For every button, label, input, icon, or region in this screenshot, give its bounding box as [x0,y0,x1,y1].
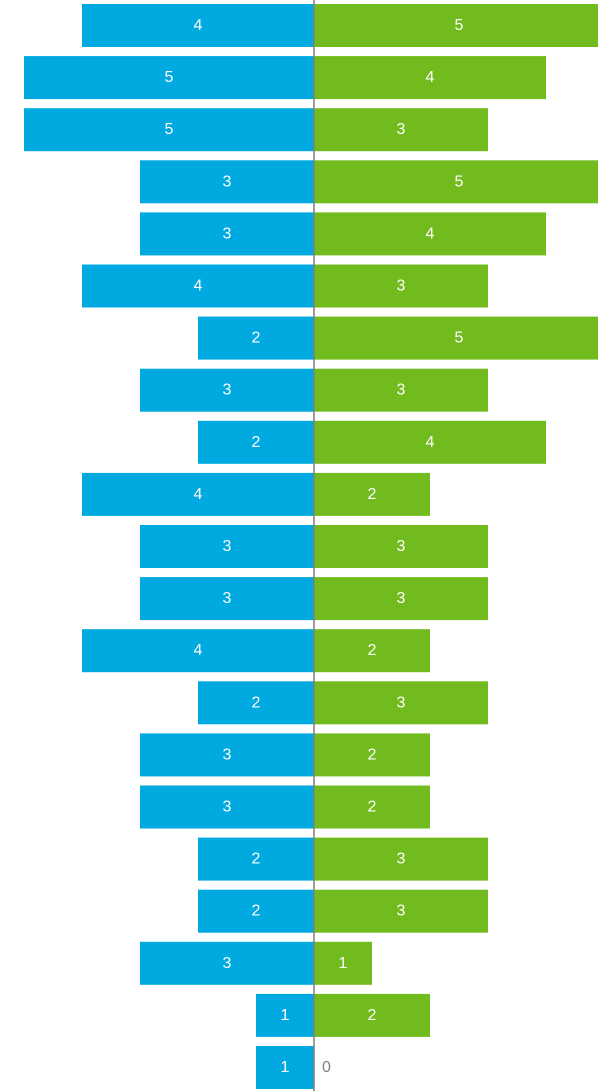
right-bar-label-2: 4 [426,69,435,86]
left-bar-12 [140,577,314,621]
right-bar-label-8: 3 [397,382,406,399]
left-bar-label-19: 3 [223,955,232,972]
right-bar-label-18: 3 [397,903,406,920]
right-bar-label-21: 0 [322,1059,331,1076]
left-bar-5 [140,212,314,256]
left-bar-7 [198,316,314,360]
left-bar-label-9: 2 [252,434,261,451]
left-bar-18 [198,889,314,933]
left-bar-11 [140,525,314,568]
right-bar-label-3: 3 [397,121,406,138]
right-bar-11 [314,525,488,568]
left-bar-10 [82,472,314,516]
right-bar-12 [314,577,488,621]
left-bar-17 [198,837,314,881]
left-bar-label-1: 4 [194,17,203,34]
left-bar-13 [82,629,314,673]
right-bar-1 [314,4,598,47]
right-bar-label-19: 1 [339,955,348,972]
right-bar-label-14: 3 [397,694,406,711]
left-bar-label-14: 2 [252,694,261,711]
left-bar-16 [140,785,314,829]
right-bar-label-1: 5 [455,17,464,34]
right-bar-20 [314,993,430,1037]
left-bar-label-6: 4 [194,278,203,295]
left-bar-4 [140,160,314,204]
left-bar-label-15: 3 [223,746,232,763]
left-bar-9 [198,420,314,464]
right-bar-15 [314,733,430,777]
left-bar-label-18: 2 [252,903,261,920]
left-series-bars [24,4,314,1089]
right-bar-4 [314,160,598,204]
left-bar-15 [140,733,314,777]
right-bar-3 [314,108,488,152]
left-bar-label-8: 3 [223,382,232,399]
left-bar-14 [198,681,314,725]
right-bar-8 [314,368,488,412]
right-bar-label-6: 3 [397,278,406,295]
left-bar-label-5: 3 [223,225,232,242]
left-bar-3 [24,108,314,152]
right-bar-6 [314,264,488,308]
right-bar-label-4: 5 [455,173,464,190]
right-bar-label-9: 4 [426,434,435,451]
left-bar-19 [140,941,314,985]
right-bar-label-10: 2 [368,486,377,503]
right-bar-13 [314,629,430,673]
right-bar-5 [314,212,546,256]
right-bar-10 [314,472,430,516]
left-bar-label-10: 4 [194,486,203,503]
left-bar-label-16: 3 [223,799,232,816]
left-bar-6 [82,264,314,308]
right-bar-16 [314,785,430,829]
right-bar-label-20: 2 [368,1007,377,1024]
left-bar-label-3: 5 [165,121,174,138]
left-bar-label-11: 3 [223,538,232,555]
right-bar-label-5: 4 [426,225,435,242]
left-bar-1 [82,4,314,47]
right-bar-label-7: 5 [455,330,464,347]
left-bar-label-13: 4 [194,642,203,659]
left-bar-label-4: 3 [223,173,232,190]
right-bar-label-12: 3 [397,590,406,607]
left-bar-label-20: 1 [281,1007,290,1024]
left-bar-20 [256,993,314,1037]
right-bar-14 [314,681,488,725]
right-bar-label-16: 2 [368,799,377,816]
right-bar-7 [314,316,598,360]
right-bar-17 [314,837,488,881]
right-bar-18 [314,889,488,933]
right-bar-label-17: 3 [397,851,406,868]
right-bar-label-15: 2 [368,746,377,763]
data-labels: 4 5 5 4 5 3 3 5 3 4 4 3 2 5 3 3 2 4 4 2 3 3 3 3 4 2 2 3 3 2 3 2 2 3 2 3 3 1 1 2… [165,17,464,1076]
right-bar-19 [314,941,372,985]
left-bar-label-12: 3 [223,590,232,607]
right-bar-label-11: 3 [397,538,406,555]
left-bar-21 [256,1046,314,1089]
right-bar-9 [314,420,546,464]
right-bar-2 [314,56,546,100]
left-bar-label-2: 5 [165,69,174,86]
left-bar-label-21: 1 [281,1059,290,1076]
right-series-bars [314,4,598,1037]
right-bar-label-13: 2 [368,642,377,659]
left-bar-2 [24,56,314,100]
left-bar-8 [140,368,314,412]
left-bar-label-17: 2 [252,851,261,868]
left-bar-label-7: 2 [252,330,261,347]
